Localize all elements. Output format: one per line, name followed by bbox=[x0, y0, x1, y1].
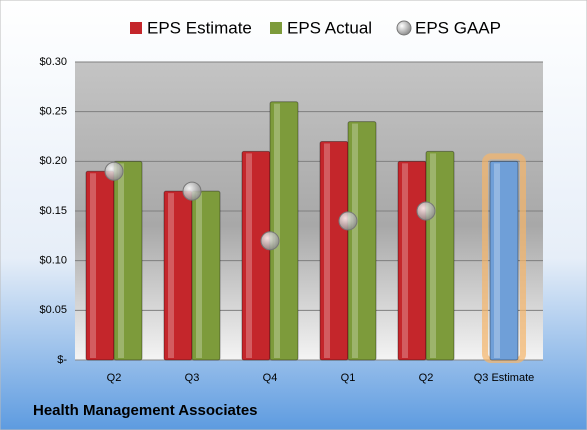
y-tick-label: $0.15 bbox=[39, 205, 67, 217]
bar bbox=[425, 150, 455, 361]
bar-shine bbox=[196, 193, 202, 358]
bar-shine bbox=[90, 173, 96, 358]
x-tick-label: Q2 bbox=[107, 372, 122, 384]
chart-title: Health Management Associates bbox=[33, 402, 258, 419]
legend-label: EPS Estimate bbox=[147, 18, 252, 37]
marker bbox=[260, 231, 280, 251]
y-tick-label: $0.05 bbox=[39, 304, 67, 316]
bar-shine bbox=[402, 163, 408, 358]
x-tick-label: Q4 bbox=[263, 372, 278, 384]
legend-marker bbox=[130, 22, 142, 34]
bar bbox=[191, 190, 221, 361]
bar bbox=[347, 121, 377, 361]
bar-shine bbox=[274, 103, 280, 358]
x-tick-label: Q3 Estimate bbox=[474, 372, 535, 384]
y-tick-label: $0.10 bbox=[39, 255, 67, 267]
legend-label: EPS GAAP bbox=[415, 18, 501, 37]
bar-shine bbox=[352, 123, 358, 358]
bar bbox=[269, 101, 299, 361]
legend-label: EPS Actual bbox=[287, 18, 372, 37]
bar bbox=[489, 160, 519, 361]
bar-shine bbox=[246, 153, 252, 358]
legend-marker bbox=[396, 20, 412, 36]
x-tick-label: Q1 bbox=[341, 372, 356, 384]
y-tick-label: $0.25 bbox=[39, 106, 67, 118]
marker bbox=[182, 181, 202, 201]
bar-shine bbox=[430, 153, 436, 358]
y-tick-label: $0.30 bbox=[39, 56, 67, 68]
x-tick-label: Q3 bbox=[185, 372, 200, 384]
x-tick-label: Q2 bbox=[419, 372, 434, 384]
y-tick-label: $0.20 bbox=[39, 155, 67, 167]
marker bbox=[416, 201, 436, 221]
bar-shine bbox=[494, 163, 500, 358]
marker bbox=[338, 211, 358, 231]
bar-shine bbox=[324, 143, 330, 358]
legend-marker bbox=[270, 22, 282, 34]
bar-shine bbox=[118, 163, 124, 358]
bar bbox=[113, 160, 143, 361]
bar-shine bbox=[168, 193, 174, 358]
y-tick-label: $- bbox=[57, 354, 67, 366]
marker bbox=[104, 161, 124, 181]
